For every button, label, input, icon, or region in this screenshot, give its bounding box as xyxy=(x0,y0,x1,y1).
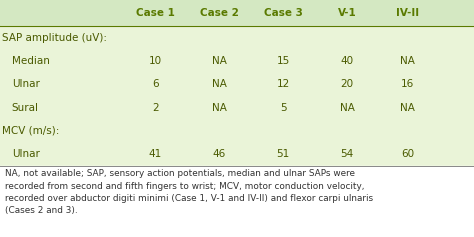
Bar xyxy=(0,0,474,26)
Text: 15: 15 xyxy=(277,56,290,66)
Text: Sural: Sural xyxy=(12,103,39,113)
Text: Case 1: Case 1 xyxy=(136,8,175,18)
Text: MCV (m/s):: MCV (m/s): xyxy=(2,126,59,136)
Text: 40: 40 xyxy=(341,56,354,66)
Bar xyxy=(0,166,474,237)
Bar xyxy=(0,26,474,166)
Text: 5: 5 xyxy=(280,103,286,113)
Text: 60: 60 xyxy=(401,149,414,159)
Text: 51: 51 xyxy=(277,149,290,159)
Text: Ulnar: Ulnar xyxy=(12,149,40,159)
Text: 20: 20 xyxy=(341,79,354,89)
Text: NA: NA xyxy=(340,103,355,113)
Text: 41: 41 xyxy=(149,149,162,159)
Text: Ulnar: Ulnar xyxy=(12,79,40,89)
Text: NA: NA xyxy=(400,56,415,66)
Text: 46: 46 xyxy=(213,149,226,159)
Text: 10: 10 xyxy=(149,56,162,66)
Text: Median: Median xyxy=(12,56,50,66)
Text: NA: NA xyxy=(212,79,227,89)
Text: 54: 54 xyxy=(341,149,354,159)
Text: 12: 12 xyxy=(277,79,290,89)
Text: NA, not available; SAP, sensory action potentials, median and ulnar SAPs were
re: NA, not available; SAP, sensory action p… xyxy=(5,169,373,215)
Text: V-1: V-1 xyxy=(338,8,356,18)
Text: SAP amplitude (uV):: SAP amplitude (uV): xyxy=(2,33,107,43)
Text: NA: NA xyxy=(212,103,227,113)
Text: Case 2: Case 2 xyxy=(200,8,239,18)
Text: 6: 6 xyxy=(152,79,158,89)
Text: NA: NA xyxy=(212,56,227,66)
Text: NA: NA xyxy=(400,103,415,113)
Text: Case 3: Case 3 xyxy=(264,8,303,18)
Text: 16: 16 xyxy=(401,79,414,89)
Text: 2: 2 xyxy=(152,103,158,113)
Text: IV-II: IV-II xyxy=(396,8,419,18)
